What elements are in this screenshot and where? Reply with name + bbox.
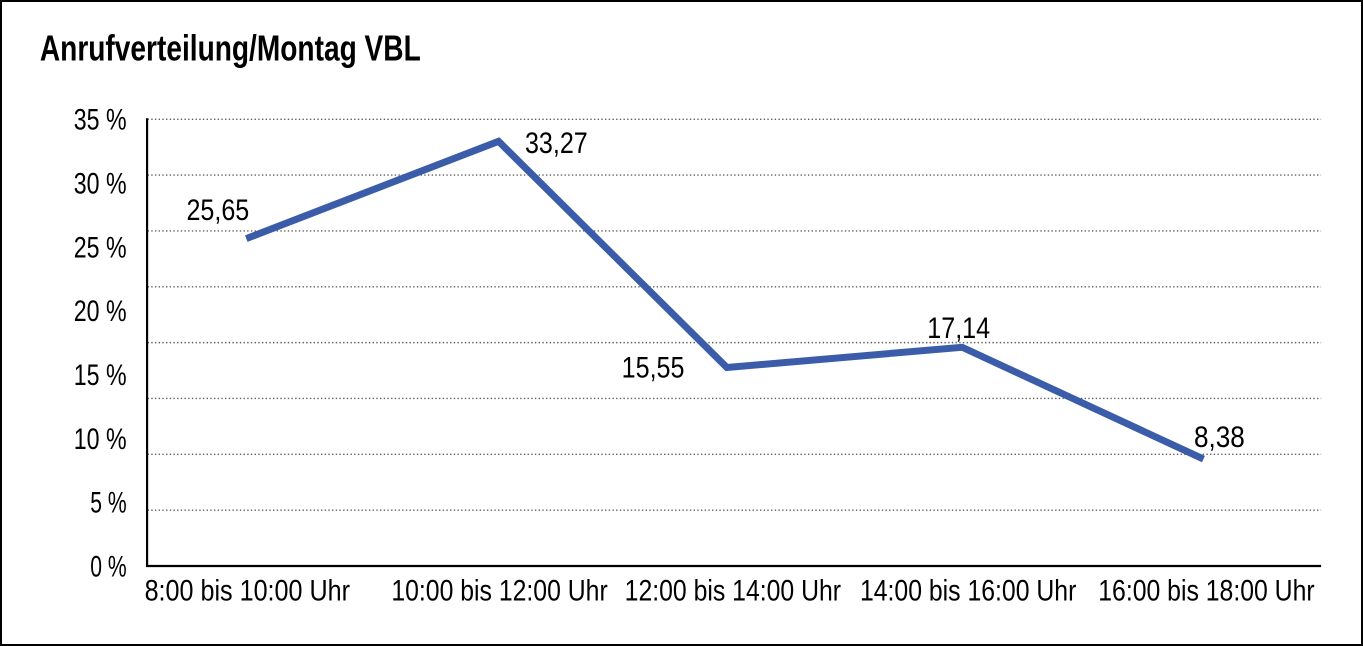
gridlines	[147, 118, 1322, 511]
y-axis-tick-label: 10 %	[74, 423, 127, 456]
data-point-label: 17,14	[927, 312, 990, 345]
data-point-labels: 25,65 33,27 15,55 17,14 8,38	[186, 127, 1244, 454]
x-axis-category-label: 16:00 bis 18:00 Uhr	[1098, 574, 1314, 607]
x-axis-category-label: 8:00 bis 10:00 Uhr	[145, 574, 350, 607]
data-point-label: 8,38	[1194, 421, 1245, 454]
y-axis-tick-label: 25 %	[74, 231, 127, 264]
y-axis-tick-label: 20 %	[74, 295, 127, 328]
chart-title: Anrufverteilung/Montag VBL	[40, 29, 421, 69]
data-point-label: 15,55	[622, 352, 685, 385]
data-line	[245, 137, 1205, 463]
data-point-label: 33,27	[525, 127, 588, 160]
x-axis-category-label: 12:00 bis 14:00 Uhr	[625, 574, 841, 607]
y-axis-tick-label: 35 %	[74, 104, 127, 137]
y-axis-tick-label: 15 %	[74, 359, 127, 392]
x-axis-category-label: 10:00 bis 12:00 Uhr	[391, 574, 607, 607]
y-axis-tick-label: 30 %	[74, 168, 127, 201]
y-axis-tick-labels: 0 % 5 % 10 % 15 % 20 % 25 % 30 % 35 %	[74, 104, 127, 584]
data-point-label: 25,65	[186, 194, 249, 227]
y-axis-tick-label: 5 %	[90, 487, 126, 520]
y-axis-tick-label: 0 %	[90, 550, 126, 583]
x-axis-category-labels: 8:00 bis 10:00 Uhr 10:00 bis 12:00 Uhr 12:…	[145, 574, 1315, 607]
x-axis-category-label: 14:00 bis 16:00 Uhr	[860, 574, 1076, 607]
